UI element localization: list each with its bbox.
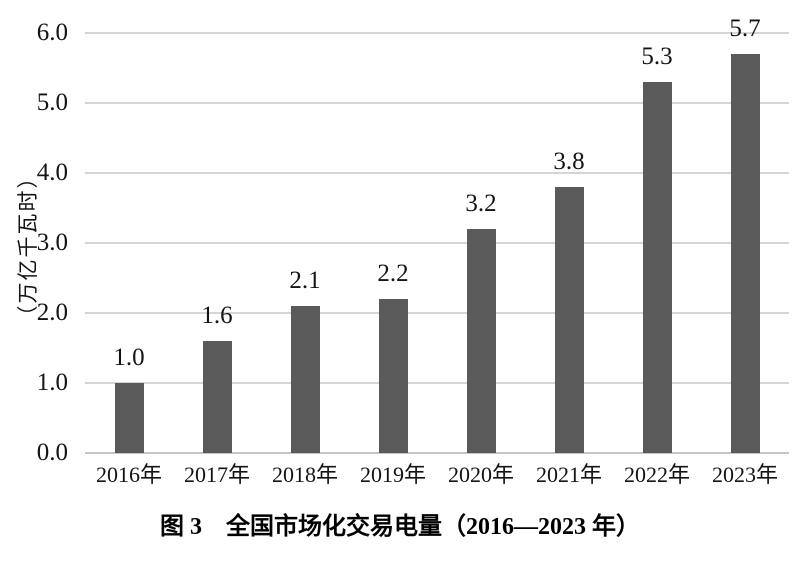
gridline [85,382,789,384]
bar-2021年 [554,187,584,453]
bar-value-label: 2.1 [289,267,321,294]
y-tick-label: 1.0 [36,369,68,396]
gridline [85,312,789,314]
x-tick-label: 2023年 [711,462,778,487]
bar-value-label: 2.2 [377,260,409,287]
bar-value-label: 3.8 [553,148,585,175]
x-tick-label: 2016年 [95,462,162,487]
y-tick-label: 2.0 [36,299,68,326]
x-tick-label: 2022年 [623,462,690,487]
y-tick-label: 3.0 [36,229,68,256]
gridline [85,32,789,34]
x-axis-line [85,452,789,454]
gridline [85,172,789,174]
bar-value-label: 5.7 [729,15,761,42]
bar-2016年 [114,383,144,453]
bar-value-label: 3.2 [465,190,497,217]
bar-2018年 [290,306,320,453]
gridline [85,102,789,104]
x-tick-label: 2021年 [535,462,602,487]
bar-value-label: 1.6 [201,302,233,329]
y-tick-label: 4.0 [36,159,68,186]
bar-2020年 [466,229,496,453]
x-tick-label: 2018年 [271,462,338,487]
y-tick-label: 6.0 [36,19,68,46]
x-tick-label: 2017年 [183,462,250,487]
bar-2019年 [378,299,408,453]
bar-value-label: 5.3 [641,43,673,70]
figure-caption: 图 3 全国市场化交易电量（2016—2023 年） [160,514,640,540]
bar-chart: （万亿千瓦时） 0.0 1.0 2.0 3.0 4.0 5.0 6.0 1.0 2016年 1.6… [16,15,789,487]
x-tick-label: 2019年 [359,462,426,487]
y-tick-label: 0.0 [36,439,68,466]
x-tick-label: 2020年 [447,462,514,487]
gridline [85,242,789,244]
y-tick-label: 5.0 [36,89,68,116]
bar-value-label: 1.0 [113,344,145,371]
bar-2017年 [202,341,232,453]
bar-2023年 [730,54,760,453]
bar-2022年 [642,82,672,453]
